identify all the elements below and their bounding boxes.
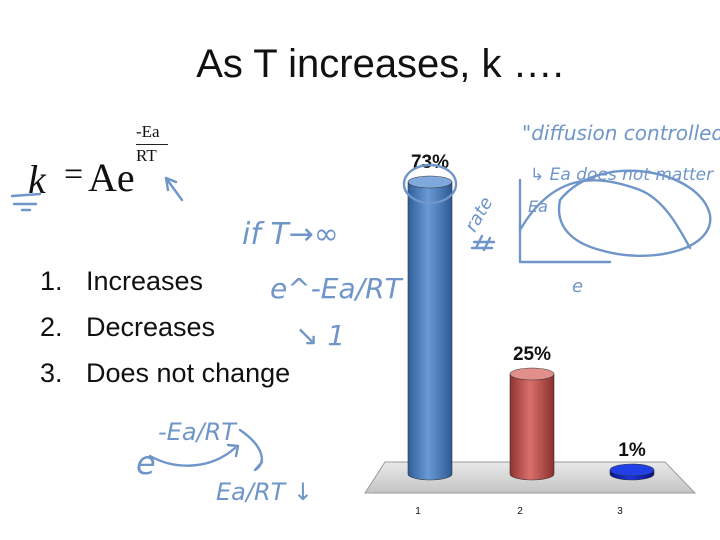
- bar-top-3: [609, 463, 655, 477]
- loop-arrow-icon: [238, 428, 264, 472]
- k-squiggle-icon: [10, 192, 42, 212]
- annotation-ea-note: ↳ Ea does not matter: [530, 165, 714, 185]
- annotation-rate: rate: [461, 193, 497, 235]
- annotation-e-lower: e: [572, 276, 583, 297]
- arrhenius-formula: k = Ae -Ea RT: [28, 118, 228, 202]
- annotation-ea-over-rt: -Ea/RT: [158, 418, 238, 446]
- bar-group: 73% 1 25% 2 1% 3: [407, 152, 655, 517]
- answer-number: 2.: [40, 312, 63, 342]
- annotation-ea: Ea: [528, 197, 548, 216]
- formula-lhs: k: [28, 157, 46, 202]
- annotation-e-lower-left: e: [136, 444, 156, 482]
- formula-exponent-denominator: RT: [136, 146, 157, 165]
- curl-arrow-icon: [148, 443, 240, 467]
- highlight-circle-icon: [402, 163, 458, 205]
- formula-exponent-numerator: -Ea: [136, 122, 160, 141]
- bar-top-2: [509, 367, 555, 381]
- annotation-arrow-one: ↘ 1: [295, 319, 345, 352]
- answer-number: 3.: [40, 358, 63, 388]
- energy-curve-icon: [518, 179, 692, 250]
- annotation-exp-term: e^-Ea/RT: [270, 272, 404, 305]
- formula-equals: =: [64, 156, 84, 193]
- energy-loop-icon: [557, 169, 712, 257]
- bar-1: [407, 181, 453, 481]
- annotation-hash-icon: [470, 234, 496, 252]
- bar-2: [509, 373, 555, 481]
- annotation-diffusion: "diffusion controlled": [522, 121, 720, 145]
- answer-label: Increases: [86, 266, 204, 296]
- category-tick-label: 2: [517, 506, 523, 517]
- category-tick-label: 1: [415, 506, 421, 517]
- answer-label: Decreases: [86, 312, 216, 342]
- formula-arrow-icon: [164, 176, 184, 202]
- category-tick-label: 3: [617, 506, 623, 517]
- data-label: 25%: [513, 344, 551, 365]
- formula-fraction-bar: [136, 144, 168, 145]
- formula-base: Ae: [88, 155, 135, 200]
- answer-number: 1.: [40, 266, 63, 296]
- answer-list: 1. Increases 2. Decreases 3. Does not ch…: [40, 258, 290, 396]
- energy-axis-icon: [518, 178, 612, 264]
- annotation-if-t: if T→∞: [242, 217, 339, 252]
- slide-title: As T increases, k ….: [196, 42, 564, 86]
- bar-top-1: [407, 175, 453, 189]
- data-label: 1%: [618, 440, 646, 461]
- data-label: 73%: [411, 152, 449, 173]
- answer-option[interactable]: 2. Decreases: [40, 304, 290, 350]
- answer-option[interactable]: 3. Does not change: [40, 350, 290, 396]
- answer-option[interactable]: 1. Increases: [40, 258, 290, 304]
- answer-label: Does not change: [86, 358, 291, 388]
- annotation-ea-rt-down: Ea/RT ↓: [216, 478, 313, 506]
